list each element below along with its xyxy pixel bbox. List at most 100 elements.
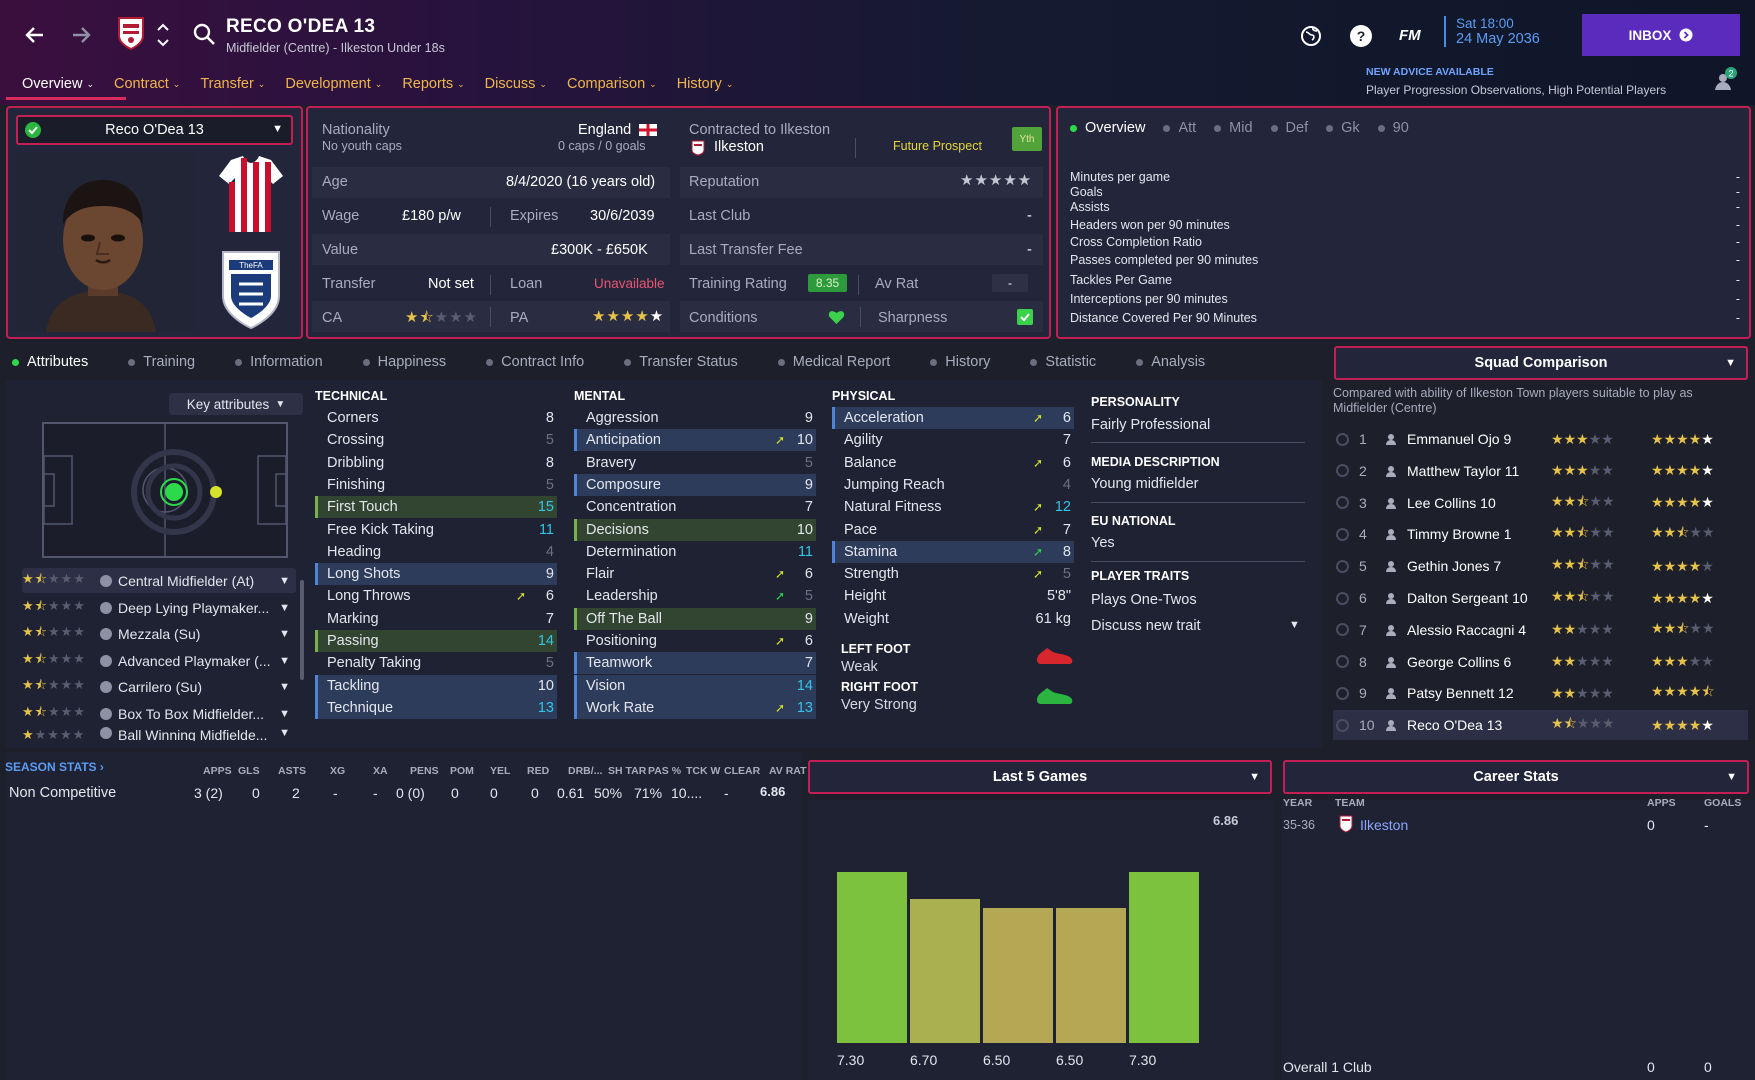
info-icon[interactable] <box>100 654 112 667</box>
attribute-row[interactable]: Finishing 5 <box>315 474 557 496</box>
subtab-information[interactable]: Information <box>235 354 343 370</box>
menu-reports[interactable]: Reports ⌄ <box>402 76 465 92</box>
role-box-to-box[interactable]: ★⯪★★★ Box To Box Midfielder... ▼ <box>22 701 296 726</box>
attribute-row[interactable]: Long Throws ➚ 6 <box>315 585 557 607</box>
subtab-attributes[interactable]: Attributes <box>12 354 108 370</box>
season-col-header[interactable]: CLEAR <box>724 765 761 777</box>
info-icon[interactable] <box>100 680 112 693</box>
season-col-header[interactable]: AV RAT <box>769 765 807 777</box>
menu-overview[interactable]: Overview ⌄ <box>22 76 94 92</box>
role-deep-lying-playmaker[interactable]: ★⯪★★★ Deep Lying Playmaker... ▼ <box>22 595 296 620</box>
chart-bar[interactable] <box>837 872 907 1043</box>
roles-scrollbar[interactable] <box>300 580 304 680</box>
player-switch-chevron-icon[interactable] <box>156 20 170 50</box>
squad-player-name[interactable]: Lee Collins 10 <box>1407 494 1496 511</box>
season-col-header[interactable]: ASTS <box>278 765 307 777</box>
attribute-row[interactable]: Natural Fitness ➚ 12 <box>832 496 1074 518</box>
transfer-value[interactable]: Not set <box>428 276 474 292</box>
back-arrow-icon[interactable] <box>22 22 48 48</box>
career-team-link[interactable]: Ilkeston <box>1360 817 1409 833</box>
player-select[interactable]: Reco O'Dea 13 ▼ <box>16 115 293 145</box>
attribute-row[interactable]: Anticipation ➚ 10 <box>574 429 816 452</box>
world-icon[interactable] <box>1299 24 1323 48</box>
attribute-row[interactable]: Vision 14 <box>574 674 816 697</box>
attribute-row[interactable]: Aggression 9 <box>574 407 816 429</box>
season-col-header[interactable]: GLS <box>238 765 260 777</box>
attribute-row[interactable]: Stamina ➚ 8 <box>832 540 1074 563</box>
squad-player-name[interactable]: George Collins 6 <box>1407 653 1512 670</box>
fm-logo[interactable]: FM <box>1399 27 1421 44</box>
squad-row[interactable]: 9 Patsy Bennett 12 ★★★★★ ★★★★⯪ <box>1333 678 1748 708</box>
menu-discuss[interactable]: Discuss ⌄ <box>484 76 547 92</box>
squad-row[interactable]: 3 Lee Collins 10 ★★⯪★★ ★★★★★ <box>1333 488 1748 518</box>
season-col-header[interactable]: POM <box>450 765 474 777</box>
attribute-row[interactable]: Determination 11 <box>574 541 816 563</box>
season-stats-title[interactable]: SEASON STATS › <box>5 760 104 774</box>
attribute-row[interactable]: Off The Ball 9 <box>574 607 816 630</box>
role-advanced-playmaker[interactable]: ★⯪★★★ Advanced Playmaker (... ▼ <box>22 648 296 673</box>
attribute-row[interactable]: First Touch 15 <box>315 496 557 519</box>
select-radio[interactable] <box>1336 718 1349 732</box>
squad-player-name[interactable]: Emmanuel Ojo 9 <box>1407 431 1512 447</box>
menu-contract[interactable]: Contract ⌄ <box>113 76 181 92</box>
squad-row[interactable]: 4 Timmy Browne 1 ★★⯪★★ ★★⯪★★ <box>1333 519 1748 549</box>
select-radio[interactable] <box>1336 464 1349 478</box>
season-col-header[interactable]: DRB/... <box>568 765 603 777</box>
attribute-row[interactable]: Composure 9 <box>574 473 816 496</box>
season-col-header[interactable]: YEL <box>490 765 511 777</box>
squad-row[interactable]: 5 Gethin Jones 7 ★★⯪★★ ★★★★★ <box>1333 551 1748 581</box>
squad-row[interactable]: 1 Emmanuel Ojo 9 ★★★★★ ★★★★★ <box>1333 424 1748 454</box>
squad-row[interactable]: 7 Alessio Raccagni 4 ★★★★★ ★★⯪★★ <box>1333 615 1748 645</box>
attribute-row[interactable]: Teamwork 7 <box>574 652 816 675</box>
discuss-new-trait[interactable]: Discuss new trait <box>1091 618 1201 634</box>
select-radio[interactable] <box>1336 527 1349 541</box>
squad-row[interactable]: 10 Reco O'Dea 13 ★⯪★★★ ★★★★★ <box>1333 710 1748 741</box>
club-badge-icon[interactable] <box>117 15 145 51</box>
tab-mid[interactable]: Mid <box>1214 120 1253 136</box>
attribute-row[interactable]: Heading 4 <box>315 541 557 563</box>
subtab-transfer-status[interactable]: Transfer Status <box>624 354 758 370</box>
select-radio[interactable] <box>1336 686 1349 700</box>
last-5-games-select[interactable]: Last 5 Games ▼ <box>808 760 1272 794</box>
season-col-header[interactable]: XA <box>373 765 388 777</box>
squad-comparison-select[interactable]: Squad Comparison ▼ <box>1334 346 1748 380</box>
season-col-header[interactable]: PAS % <box>648 765 682 777</box>
help-icon[interactable]: ? <box>1349 24 1373 48</box>
attribute-row[interactable]: Marking 7 <box>315 608 557 630</box>
subtab-training[interactable]: Training <box>128 354 215 370</box>
select-radio[interactable] <box>1336 496 1349 510</box>
attribute-row[interactable]: Flair ➚ 6 <box>574 563 816 585</box>
attribute-row[interactable]: Dribbling 8 <box>315 452 557 474</box>
advisor-icon[interactable]: 2 <box>1712 66 1738 92</box>
attribute-row[interactable]: Decisions 10 <box>574 518 816 541</box>
role-central-midfielder[interactable]: ★⯪★★★ Central Midfielder (At) ▼ <box>22 568 296 593</box>
attribute-row[interactable]: Concentration 7 <box>574 496 816 518</box>
subtab-history[interactable]: History <box>930 354 1010 370</box>
squad-row[interactable]: 2 Matthew Taylor 11 ★★★★★ ★★★★★ <box>1333 456 1748 486</box>
search-icon[interactable] <box>192 22 216 46</box>
chart-bar[interactable] <box>1056 908 1126 1043</box>
attribute-row[interactable]: Passing 14 <box>315 630 557 652</box>
select-radio[interactable] <box>1336 623 1349 637</box>
attribute-row[interactable]: Crossing 5 <box>315 429 557 451</box>
season-col-header[interactable]: XG <box>330 765 346 777</box>
advice-notice[interactable]: NEW ADVICE AVAILABLE Player Progression … <box>1366 66 1666 97</box>
squad-player-name[interactable]: Matthew Taylor 11 <box>1407 462 1520 479</box>
role-carrilero[interactable]: ★⯪★★★ Carrilero (Su) ▼ <box>22 674 296 699</box>
attribute-row[interactable]: Positioning ➚ 6 <box>574 630 816 652</box>
season-col-header[interactable]: APPS <box>203 765 232 777</box>
attribute-row[interactable]: Balance ➚ 6 <box>832 452 1074 474</box>
squad-row[interactable]: 6 Dalton Sergeant 10 ★★⯪★★ ★★★★★ <box>1333 583 1748 613</box>
key-attributes-select[interactable]: Key attributes ▼ <box>169 393 303 415</box>
attribute-row[interactable]: Strength ➚ 5 <box>832 563 1074 585</box>
squad-player-name[interactable]: Patsy Bennett 12 <box>1407 685 1514 702</box>
game-date[interactable]: Sat 18:00 24 May 2036 <box>1444 16 1540 47</box>
select-radio[interactable] <box>1336 432 1349 446</box>
attribute-row[interactable]: Jumping Reach 4 <box>832 474 1074 496</box>
attribute-row[interactable]: Penalty Taking 5 <box>315 652 557 674</box>
career-stats-select[interactable]: Career Stats ▼ <box>1283 760 1749 794</box>
chart-bar[interactable] <box>983 908 1053 1043</box>
menu-transfer[interactable]: Transfer ⌄ <box>200 76 266 92</box>
squad-player-name[interactable]: Dalton Sergeant 10 <box>1407 590 1528 606</box>
tab-overview[interactable]: Overview <box>1070 120 1145 136</box>
